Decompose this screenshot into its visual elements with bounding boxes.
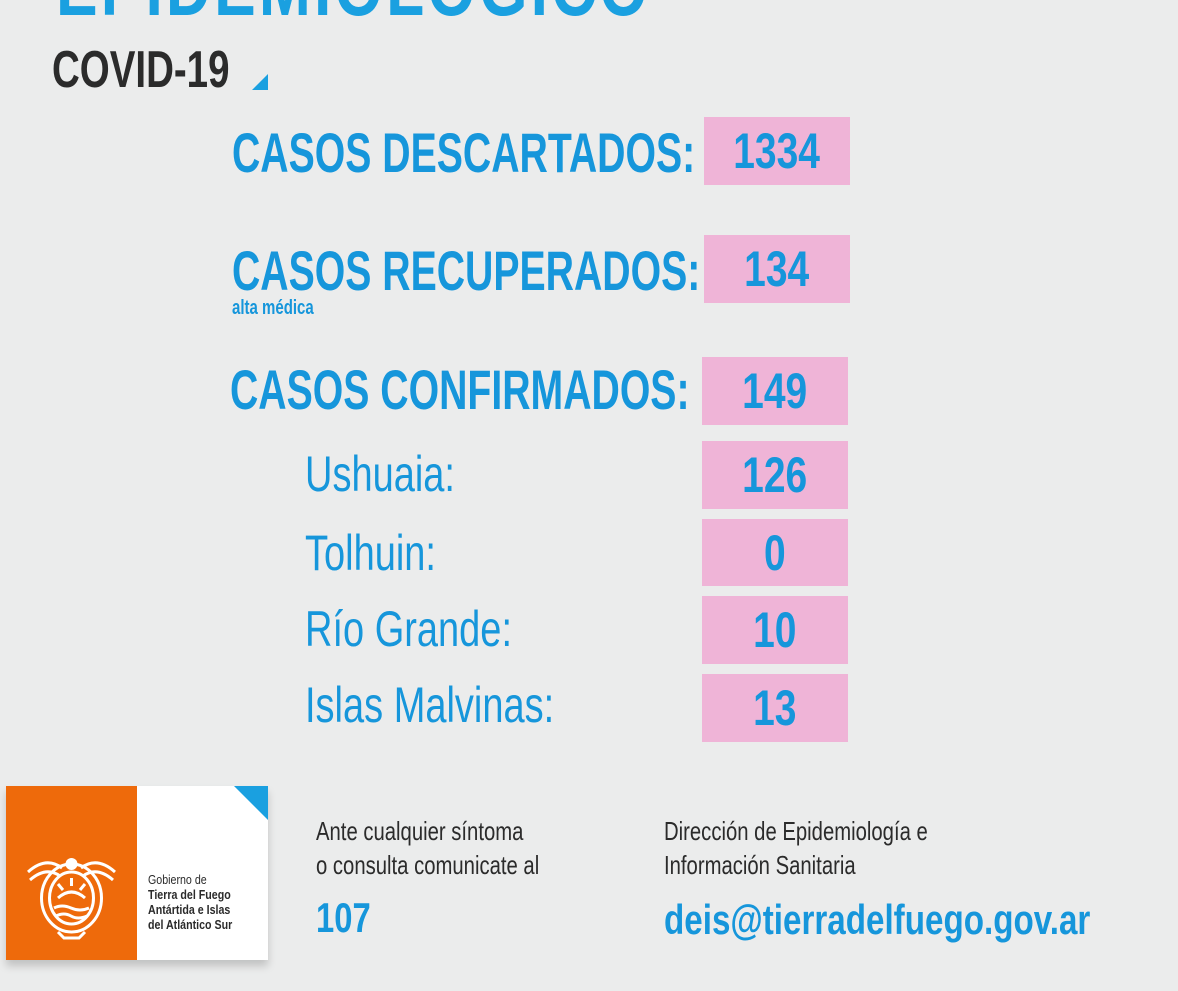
city-value-islas-malvinas: 13 <box>753 680 797 736</box>
recuperados-value: 134 <box>744 241 810 297</box>
descartados-label: CASOS DESCARTADOS: <box>232 121 696 184</box>
city-label-islas-malvinas: Islas Malvinas: <box>305 677 555 733</box>
descartados-value: 1334 <box>733 123 821 179</box>
recuperados-label: CASOS RECUPERADOS: <box>232 239 701 302</box>
confirmados-value-box: 149 <box>702 357 848 425</box>
descartados-value-box: 1334 <box>704 117 850 185</box>
confirmados-value: 149 <box>742 363 808 419</box>
city-value-rio-grande: 10 <box>753 602 797 658</box>
contact-line-1: Ante cualquier síntoma <box>316 816 524 846</box>
office-line-2: Información Sanitaria <box>664 850 856 880</box>
city-value-box-tolhuin: 0 <box>702 519 848 586</box>
page-title: COVID-19 <box>52 41 230 99</box>
city-value-ushuaia: 126 <box>742 447 808 503</box>
logo-orange-panel <box>6 786 137 960</box>
phone-number[interactable]: 107 <box>316 894 371 941</box>
city-value-tolhuin: 0 <box>764 524 786 581</box>
logo-line-4: del Atlántico Sur <box>148 917 233 932</box>
recuperados-value-box: 134 <box>704 235 850 303</box>
contact-line-2: o consulta comunicate al <box>316 850 540 880</box>
government-logo: Gobierno de Tierra del Fuego Antártida e… <box>6 786 268 960</box>
office-text: Dirección de Epidemiología e Información… <box>664 814 928 882</box>
city-value-box-islas-malvinas: 13 <box>702 674 848 742</box>
city-label-rio-grande: Río Grande: <box>305 601 513 657</box>
city-label-ushuaia: Ushuaia: <box>305 446 455 502</box>
logo-text: Gobierno de Tierra del Fuego Antártida e… <box>148 872 232 932</box>
recuperados-note: alta médica <box>232 297 314 319</box>
title-corner-mark <box>252 74 268 90</box>
city-value-box-rio-grande: 10 <box>702 596 848 664</box>
logo-line-1: Gobierno de <box>148 872 207 887</box>
city-label-tolhuin: Tolhuin: <box>305 525 436 581</box>
logo-corner-accent <box>234 786 268 820</box>
city-value-box-ushuaia: 126 <box>702 441 848 509</box>
logo-line-2: Tierra del Fuego <box>148 887 231 902</box>
provincial-emblem-icon <box>27 858 116 940</box>
office-line-1: Dirección de Epidemiología e <box>664 816 928 846</box>
contact-text: Ante cualquier síntoma o consulta comuni… <box>316 814 539 882</box>
confirmados-label: CASOS CONFIRMADOS: <box>230 358 690 421</box>
logo-line-3: Antártida e Islas <box>148 902 231 917</box>
email-link[interactable]: deis@tierradelfuego.gov.ar <box>664 896 1091 943</box>
partial-header-title: EPIDEMIOLÓGICO <box>56 0 651 34</box>
